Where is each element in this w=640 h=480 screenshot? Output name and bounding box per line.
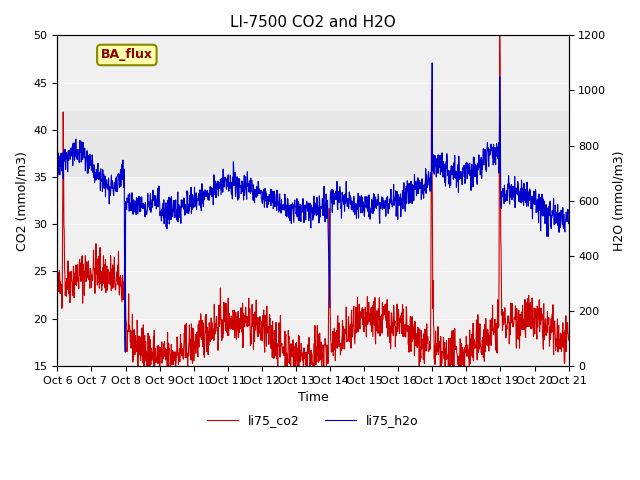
Bar [58,111,568,177]
li75_h2o [271,194,278,200]
li75_co2 [564,337,572,343]
Title: LI-7500 CO2 and H2O: LI-7500 CO2 and H2O [230,15,396,30]
li75_co2 [271,336,278,342]
li75_h2o [54,178,61,183]
li75_h2o [291,200,298,205]
Y-axis label: CO2 (mmol/m3): CO2 (mmol/m3) [15,151,28,251]
li75_co2 [282,363,289,369]
li75_co2 [134,363,141,369]
Legend: li75_co2, li75_h2o: li75_co2, li75_h2o [202,409,424,432]
li75_h2o [428,60,436,66]
li75_co2 [496,33,504,38]
li75_h2o [122,349,129,355]
li75_h2o [564,221,572,227]
li75_co2 [114,262,122,268]
li75_co2 [93,269,101,275]
li75_co2 [345,314,353,320]
li75_h2o [345,206,353,212]
li75_h2o [114,182,122,188]
li75_h2o [282,202,289,207]
li75_h2o [93,171,101,177]
li75_co2 [54,282,61,288]
Y-axis label: H2O (mmol/m3): H2O (mmol/m3) [612,150,625,251]
Line: li75_co2: li75_co2 [58,36,568,366]
Line: li75_h2o: li75_h2o [58,63,568,352]
Text: BA_flux: BA_flux [101,48,153,61]
li75_co2 [291,354,298,360]
X-axis label: Time: Time [298,391,328,404]
